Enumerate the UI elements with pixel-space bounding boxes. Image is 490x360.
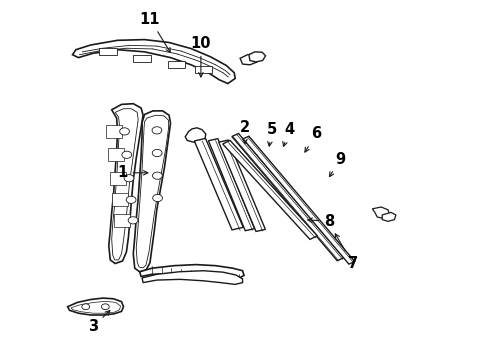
Text: 11: 11	[140, 12, 171, 52]
Polygon shape	[136, 115, 169, 268]
Polygon shape	[71, 301, 121, 313]
Text: 6: 6	[305, 126, 321, 152]
Polygon shape	[108, 148, 124, 161]
Polygon shape	[185, 128, 206, 142]
Polygon shape	[232, 134, 344, 261]
Circle shape	[152, 127, 162, 134]
Polygon shape	[140, 265, 244, 279]
Polygon shape	[168, 61, 185, 68]
Circle shape	[152, 149, 162, 157]
Text: 10: 10	[191, 36, 211, 77]
Polygon shape	[249, 52, 266, 62]
Circle shape	[82, 304, 90, 310]
Polygon shape	[372, 207, 390, 219]
Polygon shape	[68, 298, 123, 315]
Polygon shape	[112, 109, 138, 260]
Polygon shape	[133, 54, 151, 62]
Polygon shape	[208, 139, 255, 231]
Text: 1: 1	[118, 165, 148, 180]
Circle shape	[124, 175, 134, 182]
Circle shape	[153, 194, 163, 202]
Polygon shape	[219, 140, 266, 231]
Text: 9: 9	[329, 152, 345, 177]
Circle shape	[120, 128, 129, 135]
Circle shape	[101, 304, 109, 310]
Text: 3: 3	[88, 311, 110, 334]
Text: 7: 7	[335, 234, 358, 271]
Polygon shape	[106, 125, 122, 138]
Polygon shape	[382, 212, 396, 221]
Circle shape	[128, 217, 138, 224]
Polygon shape	[223, 140, 317, 239]
Polygon shape	[113, 193, 128, 206]
Polygon shape	[240, 54, 259, 65]
Polygon shape	[195, 66, 212, 73]
Polygon shape	[110, 172, 126, 185]
Polygon shape	[99, 48, 117, 55]
Polygon shape	[195, 138, 243, 230]
Polygon shape	[142, 271, 243, 284]
Text: 4: 4	[283, 122, 294, 146]
Circle shape	[126, 196, 136, 203]
Polygon shape	[115, 214, 130, 227]
Polygon shape	[243, 136, 355, 264]
Polygon shape	[73, 40, 235, 84]
Text: 5: 5	[267, 122, 277, 146]
Text: 2: 2	[240, 120, 250, 144]
Polygon shape	[133, 111, 171, 272]
Polygon shape	[109, 104, 143, 264]
Circle shape	[152, 172, 162, 179]
Circle shape	[122, 151, 132, 158]
Text: 8: 8	[308, 214, 334, 229]
